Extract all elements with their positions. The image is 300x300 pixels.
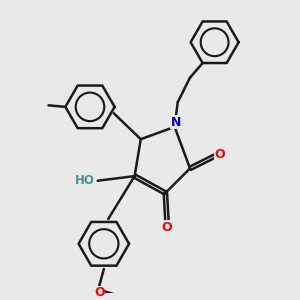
Text: O: O [162, 221, 172, 234]
Text: HO: HO [75, 174, 94, 187]
Text: O: O [215, 148, 226, 161]
Text: N: N [171, 116, 181, 129]
Text: O: O [94, 286, 104, 299]
